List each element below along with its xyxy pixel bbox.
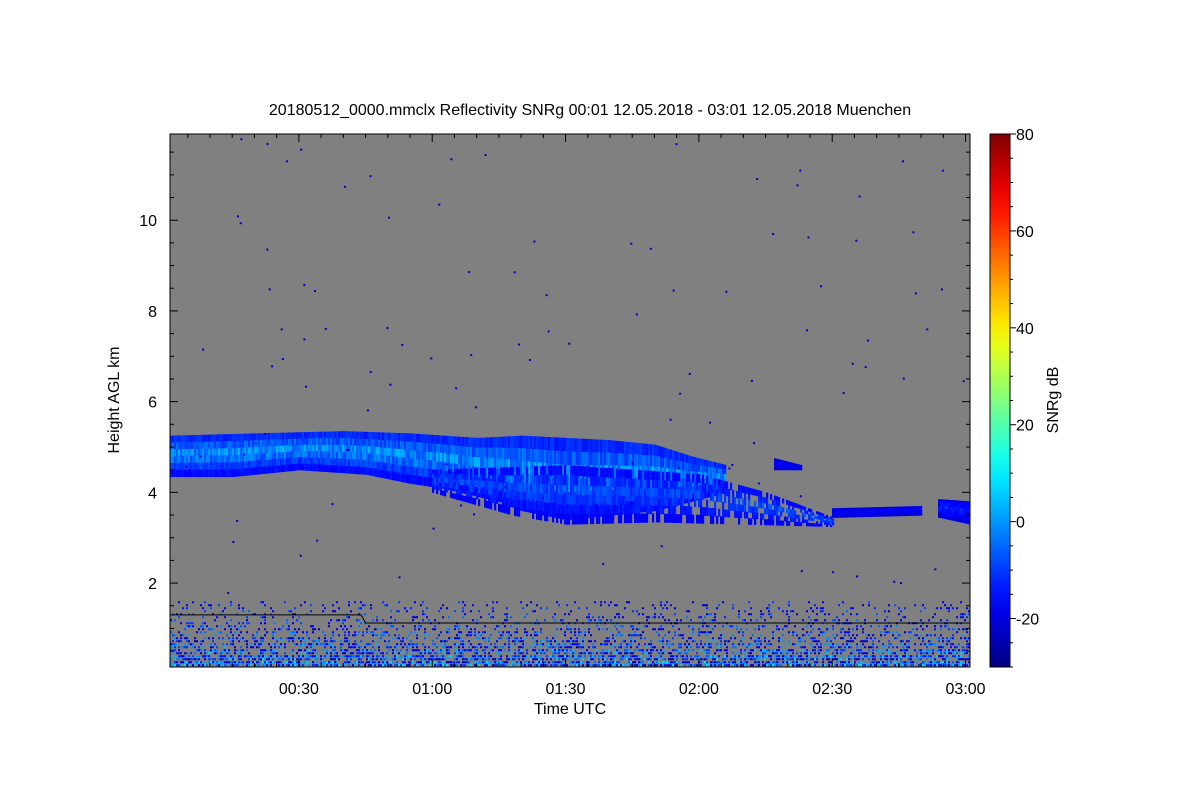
y-axis-label: Height AGL km — [106, 346, 123, 453]
noise-specks — [185, 138, 965, 594]
plot-background — [170, 134, 970, 667]
colorbar-scale — [989, 133, 1011, 668]
echo-small-echo — [774, 458, 803, 471]
plot-area — [170, 134, 970, 667]
echo-fall-streaks — [432, 465, 835, 527]
x-tick-label: 02:00 — [679, 681, 719, 698]
echo-thin-layer — [832, 505, 923, 518]
x-tick-label: 01:00 — [412, 681, 452, 698]
colorbar: -20 0 20 40 60 80 — [989, 127, 1039, 668]
colorbar-tick-label: 80 — [1016, 127, 1034, 144]
plot-frame — [169, 133, 971, 668]
radar-echoes — [170, 138, 970, 667]
colorbar-tick-label: 0 — [1016, 515, 1025, 532]
x-tick-label: 01:30 — [546, 681, 586, 698]
echo-edge-layer — [938, 499, 970, 525]
y-tick-label: 2 — [148, 576, 157, 593]
y-tick-label: 4 — [148, 485, 157, 502]
colorbar-tick-label: 60 — [1016, 224, 1034, 241]
chart-title: 20180512_0000.mmclx Reflectivity SNRg 00… — [269, 102, 911, 119]
y-axis: 2 4 6 8 10 — [139, 151, 970, 652]
colorbar-label: SNRg dB — [1045, 367, 1062, 434]
x-tick-label: 03:00 — [946, 681, 986, 698]
colorbar-tick-label: 20 — [1016, 418, 1034, 435]
echo-boundary-layer-clutter — [170, 601, 970, 667]
y-tick-label: 6 — [148, 395, 157, 412]
colorbar-tick-label: -20 — [1016, 612, 1039, 629]
x-tick-label: 00:30 — [279, 681, 319, 698]
x-axis: 00:30 01:00 01:30 02:00 02:30 03:00 — [187, 134, 986, 698]
y-tick-label: 8 — [148, 304, 157, 321]
plot-border — [169, 133, 971, 668]
x-axis-label: Time UTC — [534, 701, 606, 718]
boundary-line — [170, 614, 970, 624]
colorbar-tick-label: 40 — [1016, 321, 1034, 338]
x-tick-label: 02:30 — [812, 681, 852, 698]
y-tick-label: 10 — [139, 213, 157, 230]
